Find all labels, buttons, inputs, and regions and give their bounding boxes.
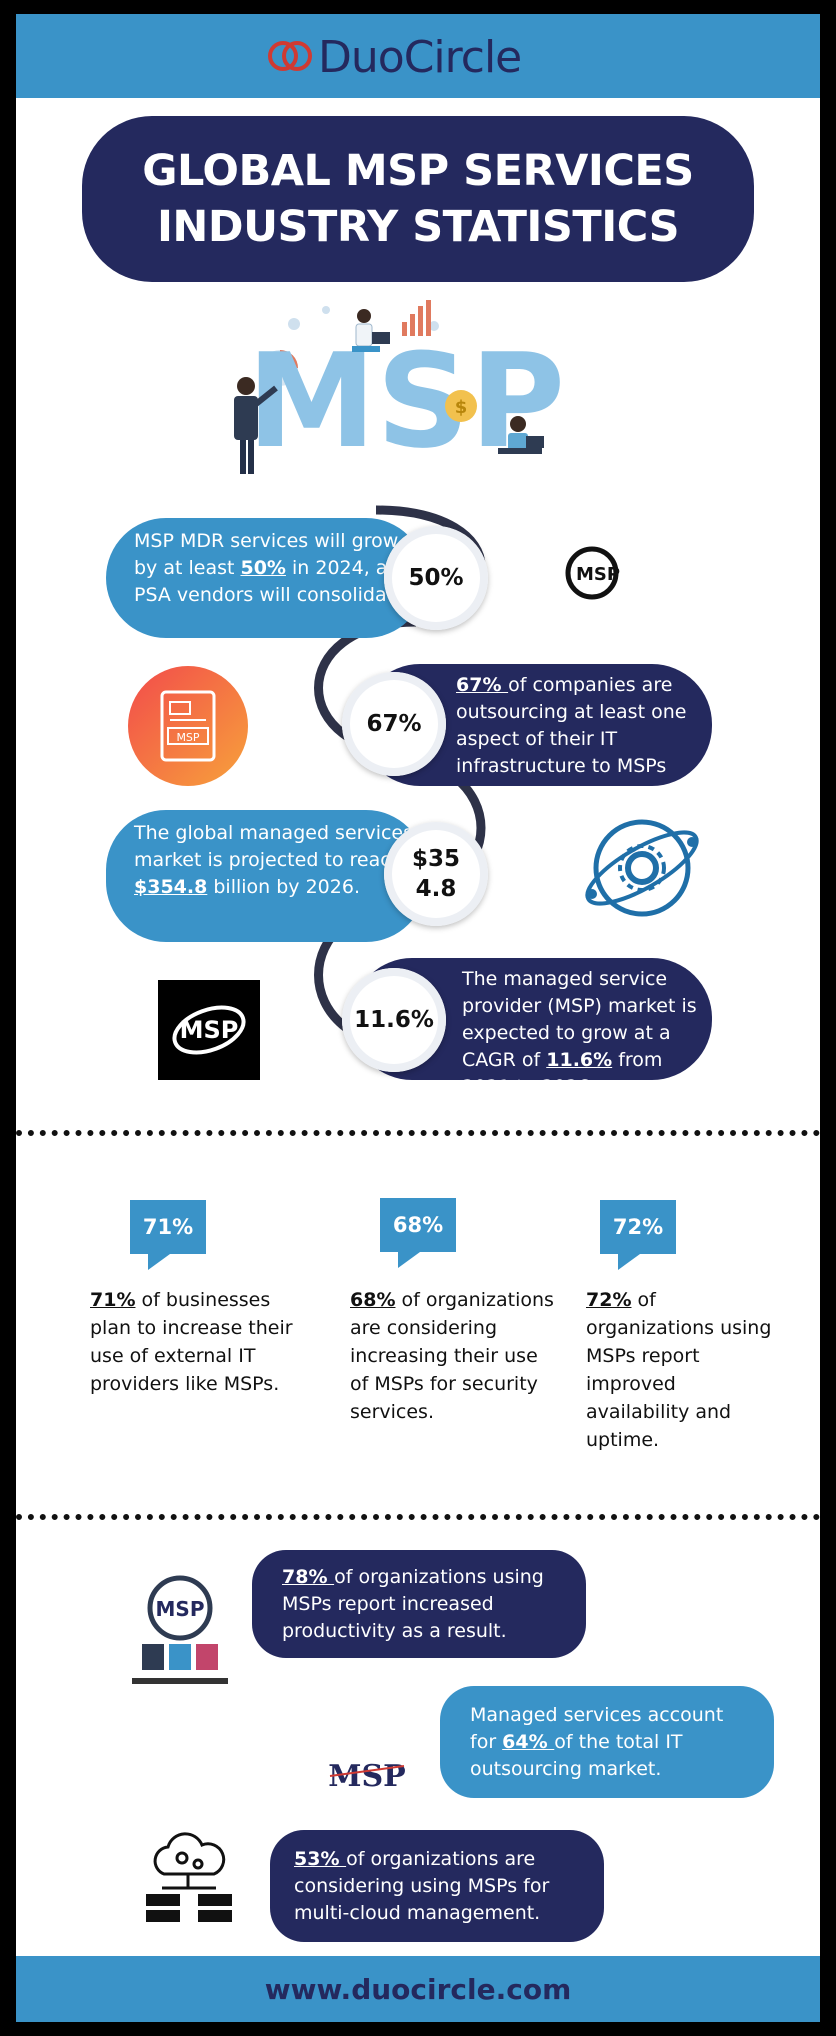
svg-text:MSP: MSP — [576, 564, 620, 585]
stat-circle-354: $35 4.8 — [384, 822, 488, 926]
person-left-icon — [234, 377, 278, 474]
duocircle-rings-icon — [268, 37, 316, 77]
stat-card-market: The global managed services market is pr… — [106, 810, 426, 942]
title-line-1: GLOBAL MSP SERVICES — [142, 146, 694, 196]
stat-card-multi-cloud: 53% of organizations are considering usi… — [270, 1830, 604, 1942]
msp-logo-icon: MSP — [565, 546, 620, 600]
page-title: GLOBAL MSP SERVICES INDUSTRY STATISTICS — [82, 116, 754, 282]
stat-highlight: 78% — [282, 1566, 335, 1588]
dotted-divider — [16, 1130, 820, 1136]
svg-text:MSP: MSP — [328, 1759, 405, 1794]
coin-icon: $ — [445, 390, 477, 422]
title-line-2: INDUSTRY STATISTICS — [156, 202, 680, 252]
stat-card-mdr: MSP MDR services will grow by at least 5… — [106, 518, 426, 638]
stat-card-productivity: 78% of organizations using MSPs report i… — [252, 1550, 586, 1658]
svg-text:MSP: MSP — [156, 1597, 205, 1621]
stat-highlight: 50% — [240, 557, 286, 579]
msp-wordmark-icon: MSP — [328, 1759, 405, 1794]
stat-bubble-71: 71% — [130, 1200, 206, 1270]
column-text-68: 68% of organizations are considering inc… — [350, 1289, 554, 1423]
msp-hero-illustration: MSP $ — [234, 300, 565, 476]
stat-card-outsourcing-market: Managed services account for 64% of the … — [440, 1686, 774, 1798]
stat-highlight: 64% — [502, 1731, 555, 1753]
column-text-72: 72% of organizations using MSPs report i… — [586, 1289, 772, 1451]
stat-circle-67: 67% — [342, 672, 446, 776]
bar-chart-icon — [402, 300, 431, 336]
msp-dashboard-icon: MSP — [132, 1575, 228, 1684]
cloud-servers-icon — [146, 1832, 232, 1922]
infographic: DuoCircle GLOBAL MSP SERVICES INDUSTRY S… — [16, 14, 820, 2022]
brand-logo[interactable]: DuoCircle — [268, 31, 522, 83]
person-right-icon — [498, 416, 544, 454]
header-band: DuoCircle — [16, 14, 820, 98]
stat-highlight: 67% — [456, 674, 509, 696]
footer-url[interactable]: www.duocircle.com — [264, 1972, 572, 2006]
svg-text:MSP: MSP — [176, 731, 199, 744]
stat-highlight: 53% — [294, 1848, 347, 1870]
person-top-icon — [352, 309, 390, 352]
stat-highlight: 11.6% — [546, 1049, 613, 1071]
stat-circle-50: 50% — [384, 526, 488, 630]
svg-text:MSP: MSP — [180, 1016, 239, 1044]
brand-name: DuoCircle — [318, 31, 522, 83]
network-gear-icon — [585, 819, 699, 917]
column-text-71: 71% of businesses plan to increase their… — [90, 1289, 293, 1395]
stat-highlight: $354.8 — [134, 876, 208, 898]
svg-text:$: $ — [455, 397, 468, 418]
stat-bubble-68: 68% — [380, 1198, 456, 1268]
stat-bubble-72: 72% — [600, 1200, 676, 1270]
footer-band: www.duocircle.com — [16, 1956, 820, 2022]
dotted-divider — [16, 1514, 820, 1520]
stat-circle-11-6: 11.6% — [342, 968, 446, 1072]
msp-document-icon: MSP — [128, 666, 248, 786]
msp-black-logo-icon: MSP — [158, 980, 260, 1080]
